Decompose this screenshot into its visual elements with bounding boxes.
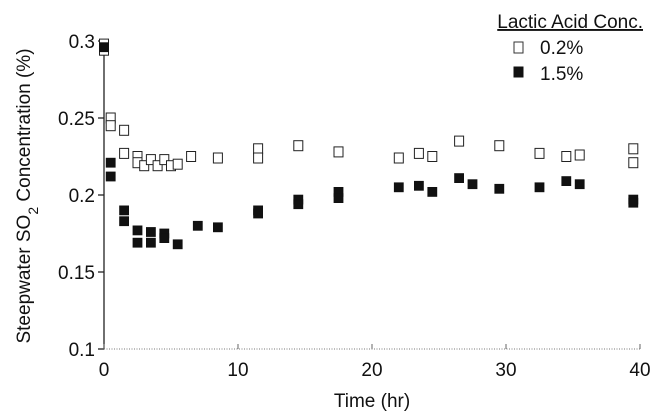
data-point-0.2pct	[253, 152, 264, 164]
data-point-0.2pct	[413, 147, 424, 159]
data-point-0.2pct	[212, 152, 223, 164]
data-point-1.5pct	[454, 173, 465, 184]
y-axis-title: Steepwater SO2 Concentration (%)	[14, 48, 41, 343]
data-point-1.5pct	[333, 193, 344, 204]
data-point-1.5pct	[132, 225, 143, 236]
y-tick-label: 0.15	[58, 263, 95, 284]
legend-label-0: 0.2%	[540, 38, 583, 59]
data-point-0.2pct	[186, 151, 197, 162]
x-tick-label: 40	[629, 360, 650, 381]
data-point-0.2pct	[119, 147, 130, 159]
data-point-0.2pct	[427, 151, 438, 162]
data-point-0.2pct	[393, 152, 404, 164]
x-tick-label: 20	[361, 360, 382, 381]
data-point-1.5pct	[192, 220, 203, 231]
data-point-1.5pct	[253, 208, 264, 219]
x-tick-label: 10	[227, 360, 248, 381]
data-point-0.2pct	[293, 140, 304, 152]
data-point-1.5pct	[628, 197, 639, 208]
y-tick-label: 0.3	[69, 32, 95, 53]
data-point-0.2pct	[172, 158, 183, 170]
data-point-0.2pct	[145, 154, 156, 166]
data-point-1.5pct	[119, 205, 129, 216]
data-point-0.2pct	[105, 120, 116, 132]
data-point-0.2pct	[333, 146, 344, 158]
legend-title: Lactic Acid Conc.	[497, 12, 643, 33]
data-point-1.5pct	[159, 233, 170, 244]
legend: Lactic Acid Conc. 0.2% 1.5%	[497, 12, 643, 85]
data-point-1.5pct	[105, 157, 116, 168]
y-tick-label: 0.25	[58, 109, 95, 130]
data-point-1.5pct	[534, 182, 545, 193]
data-point-0.2pct	[454, 135, 465, 147]
data-point-0.2pct	[628, 157, 639, 169]
legend-marker-open-square	[513, 41, 524, 54]
y-axis-title-suffix: Concentration (%)	[14, 48, 35, 206]
x-axis-ticks: 0 10 20 30 40	[99, 344, 651, 381]
x-tick-label: 0	[99, 360, 110, 381]
data-point-0.2pct	[152, 160, 163, 172]
data-point-0.2pct	[494, 140, 505, 152]
data-point-1.5pct	[119, 216, 129, 227]
data-point-1.5pct	[574, 179, 585, 190]
data-point-1.5pct	[427, 186, 438, 197]
data-point-1.5pct	[132, 237, 143, 248]
data-points	[99, 38, 639, 250]
data-point-0.2pct	[574, 149, 585, 161]
data-point-0.2pct	[534, 147, 545, 159]
y-tick-label: 0.1	[69, 340, 95, 361]
data-point-0.2pct	[119, 124, 130, 136]
data-point-1.5pct	[99, 42, 109, 53]
data-point-1.5pct	[467, 179, 478, 190]
data-point-0.2pct	[139, 160, 150, 172]
y-axis-ticks: 0.1 0.15 0.2 0.25 0.3	[58, 32, 104, 361]
data-point-0.2pct	[159, 154, 170, 166]
data-point-1.5pct	[494, 183, 505, 194]
data-point-1.5pct	[212, 222, 223, 233]
data-point-0.2pct	[253, 143, 264, 155]
y-tick-label: 0.2	[69, 186, 95, 207]
data-point-1.5pct	[145, 227, 156, 237]
x-tick-label: 30	[495, 360, 516, 381]
data-point-1.5pct	[393, 182, 404, 193]
data-point-1.5pct	[413, 180, 424, 191]
x-axis-title: Time (hr)	[334, 391, 410, 412]
data-point-1.5pct	[105, 171, 116, 182]
legend-marker-filled-square	[513, 66, 524, 78]
data-point-0.2pct	[628, 143, 639, 155]
y-axis-title-prefix: Steepwater SO	[14, 215, 35, 344]
data-point-0.2pct	[561, 151, 572, 162]
data-point-1.5pct	[561, 176, 572, 187]
y-axis-title-subscript: 2	[25, 207, 41, 215]
data-point-1.5pct	[293, 199, 304, 210]
data-point-1.5pct	[145, 237, 156, 248]
legend-label-1: 1.5%	[540, 64, 583, 85]
data-point-1.5pct	[172, 239, 183, 250]
